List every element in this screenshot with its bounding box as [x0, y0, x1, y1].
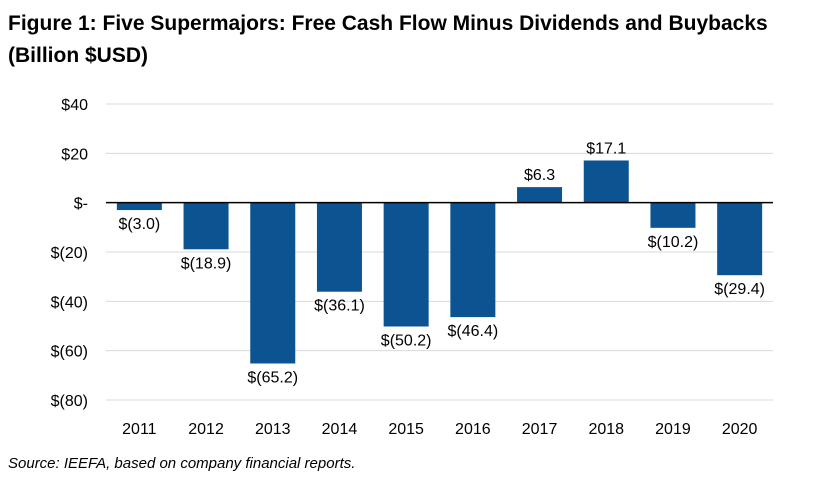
x-tick-label-2016: 2016: [455, 421, 491, 438]
data-label-2019: $(10.2): [648, 234, 699, 251]
y-tick-label: $(60): [51, 344, 88, 361]
data-label-2020: $(29.4): [714, 281, 765, 298]
y-tick-label: $(80): [51, 393, 88, 410]
x-tick-label-2020: 2020: [722, 421, 758, 438]
x-axis-tick-labels: 2011 2012 2013 2014 2015 2016 2017 2018 2019 2020: [122, 421, 757, 438]
data-label-2018: $17.1: [586, 140, 626, 157]
bars: [116, 160, 763, 364]
bar-2014: [316, 202, 362, 292]
bar-2017: [517, 187, 563, 203]
data-label-2012: $(18.9): [181, 255, 232, 272]
bar-2018: [583, 160, 629, 203]
data-label-2014: $(36.1): [314, 298, 365, 315]
x-tick-label-2019: 2019: [655, 421, 691, 438]
data-labels: $(3.0) $(18.9) $(65.2) $(36.1) $(50.2) $(46.4…: [118, 140, 765, 386]
y-tick-label: $40: [61, 97, 88, 114]
source-note: Source: IEEFA, based on company financia…: [8, 455, 356, 472]
x-tick-label-2014: 2014: [322, 421, 358, 438]
bar-2016: [450, 202, 496, 318]
data-label-2016: $(46.4): [447, 323, 498, 340]
bar-2019: [650, 202, 696, 228]
gridlines: [106, 103, 773, 401]
x-tick-label-2013: 2013: [255, 421, 291, 438]
bar-2013: [250, 202, 296, 364]
y-axis-tick-labels: $40 $20 $- $(20) $(40) $(60) $(80): [51, 97, 88, 410]
bar-2020: [717, 202, 763, 276]
chart-title: Figure 1: Five Supermajors: Free Cash Fl…: [8, 12, 768, 67]
data-label-2011: $(3.0): [118, 216, 160, 233]
data-label-2015: $(50.2): [381, 332, 432, 349]
x-tick-label-2011: 2011: [122, 421, 157, 438]
y-tick-label: $20: [61, 146, 88, 163]
bar-2011: [116, 202, 162, 211]
y-tick-label: $(20): [51, 245, 88, 262]
data-label-2013: $(65.2): [247, 369, 298, 386]
bar-2012: [183, 202, 229, 250]
y-tick-label: $(40): [51, 294, 88, 311]
x-tick-label-2015: 2015: [388, 421, 424, 438]
y-tick-label: $-: [74, 196, 88, 213]
data-label-2017: $6.3: [524, 167, 555, 184]
bar-2015: [383, 202, 429, 327]
x-tick-label-2018: 2018: [588, 421, 624, 438]
x-tick-label-2012: 2012: [188, 421, 224, 438]
x-tick-label-2017: 2017: [522, 421, 558, 438]
